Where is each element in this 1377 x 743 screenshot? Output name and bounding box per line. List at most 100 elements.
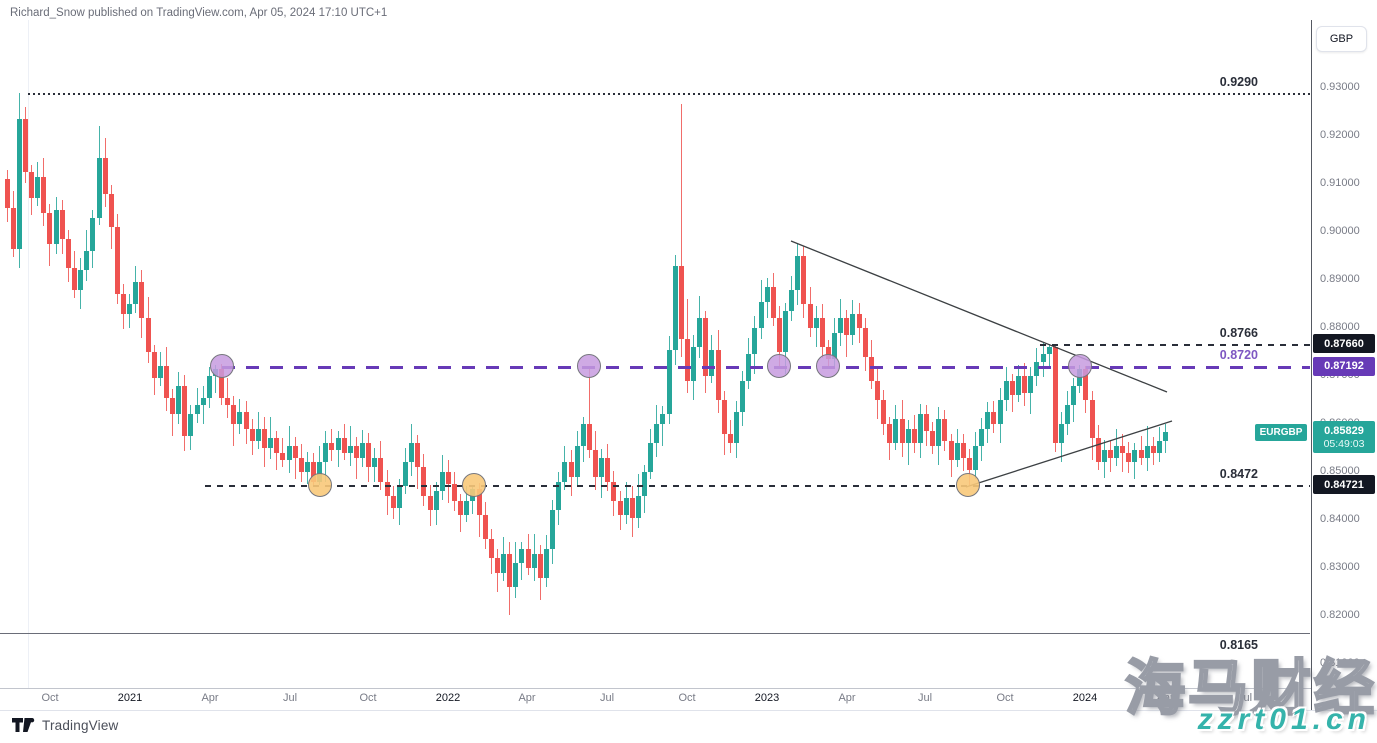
- chart-pane[interactable]: 0.9290 0.8766 0.8720 0.8472 0.8165 EURGBP: [0, 20, 1311, 688]
- price-tick: 0.81000: [1320, 657, 1360, 669]
- candle: [427, 496, 433, 511]
- candle: [635, 496, 641, 518]
- candle: [611, 481, 617, 501]
- candle: [709, 349, 715, 376]
- candle: [1120, 445, 1126, 453]
- candle: [170, 397, 175, 415]
- candle: [734, 412, 739, 444]
- level-line-0.8720[interactable]: [222, 366, 1310, 369]
- candle: [243, 412, 249, 429]
- candle: [262, 428, 267, 448]
- support-touch-marker[interactable]: [956, 473, 980, 498]
- level-line-0.8472[interactable]: [205, 485, 1310, 487]
- level-label: 0.8766: [1219, 326, 1258, 341]
- tradingview-logo[interactable]: TradingView: [12, 718, 119, 733]
- candle: [850, 313, 856, 336]
- price-tick: 0.82000: [1320, 609, 1360, 621]
- price-axis-border: [1311, 20, 1312, 710]
- candle: [666, 349, 672, 415]
- candle: [1089, 400, 1095, 439]
- currency-toggle-button[interactable]: GBP: [1316, 26, 1367, 52]
- candle: [139, 282, 145, 319]
- level-line-0.8766[interactable]: [1040, 344, 1310, 346]
- candle: [586, 424, 592, 451]
- candle: [96, 157, 102, 218]
- candle: [721, 400, 727, 434]
- touch-markers: [0, 20, 1311, 688]
- candle: [219, 368, 224, 398]
- time-tick: Jul: [599, 692, 615, 704]
- candle: [617, 500, 623, 516]
- price-axis[interactable]: GBP 0.93000 0.92000 0.91000 0.90000 0.89000 0…: [1311, 0, 1377, 710]
- time-tick: Jul: [282, 692, 298, 704]
- candle: [482, 515, 488, 540]
- resistance-touch-marker[interactable]: [816, 354, 840, 379]
- resistance-touch-marker[interactable]: [577, 354, 601, 379]
- candle: [59, 210, 65, 240]
- support-touch-marker[interactable]: [462, 473, 486, 498]
- candle: [1046, 347, 1052, 355]
- candle: [568, 462, 574, 477]
- candle: [979, 428, 985, 446]
- support-touch-marker[interactable]: [308, 473, 332, 498]
- time-tick: 2023: [754, 692, 780, 704]
- level-line-0.9290[interactable]: [28, 92, 1310, 95]
- candle: [966, 457, 972, 470]
- candle: [1114, 445, 1119, 458]
- candle: [249, 428, 255, 441]
- candle: [936, 419, 942, 446]
- candle: [654, 424, 660, 444]
- candle: [1083, 368, 1089, 400]
- candle: [494, 558, 500, 573]
- candle: [390, 496, 396, 508]
- candle: [1132, 450, 1138, 463]
- candle: [206, 376, 212, 398]
- candle: [176, 385, 182, 415]
- candle: [1101, 450, 1107, 463]
- candle: [593, 450, 598, 477]
- candle: [274, 438, 280, 453]
- candle: [225, 397, 231, 405]
- candle: [605, 457, 611, 482]
- resistance-touch-marker[interactable]: [210, 354, 234, 379]
- candle: [335, 438, 341, 451]
- price-tick: 0.85000: [1320, 465, 1360, 477]
- candle: [574, 445, 580, 477]
- candle: [231, 404, 237, 424]
- level-line-0.8165[interactable]: [0, 632, 1310, 635]
- resistance-touch-marker[interactable]: [1068, 354, 1092, 379]
- trendline[interactable]: [965, 420, 1173, 488]
- candle: [550, 510, 556, 549]
- candle: [200, 397, 206, 405]
- candle: [341, 438, 347, 453]
- candle: [121, 294, 126, 314]
- candle-wick: [1048, 344, 1050, 369]
- time-tick: 2021: [117, 692, 143, 704]
- candle: [948, 440, 954, 460]
- candle: [372, 457, 378, 468]
- candle: [1040, 354, 1046, 362]
- time-axis[interactable]: Oct 2021 Apr Jul Oct 2022 Apr Jul Oct 2023 Apr Jul O…: [0, 689, 1311, 710]
- price-tick: 0.84000: [1320, 513, 1360, 525]
- candle: [973, 445, 978, 470]
- pane-left-border: [28, 20, 29, 688]
- candle: [1107, 450, 1113, 458]
- candle: [145, 318, 151, 352]
- symbol-tag: EURGBP: [1255, 424, 1307, 442]
- price-badge-pivot: 0.87192: [1313, 356, 1375, 376]
- level-label: 0.8472: [1219, 467, 1258, 482]
- candle: [623, 498, 629, 516]
- candle-wick: [588, 365, 590, 458]
- candle: [53, 210, 59, 244]
- candle: [439, 472, 445, 492]
- bar-countdown: 05:49:03: [1323, 437, 1365, 450]
- candle: [415, 443, 421, 468]
- candle: [844, 318, 850, 336]
- candle: [819, 318, 825, 348]
- price-tick: 0.93000: [1320, 81, 1360, 93]
- resistance-touch-marker[interactable]: [767, 354, 791, 379]
- candle: [838, 318, 844, 333]
- candle: [65, 239, 71, 268]
- candle: [255, 428, 261, 441]
- candle: [329, 443, 335, 451]
